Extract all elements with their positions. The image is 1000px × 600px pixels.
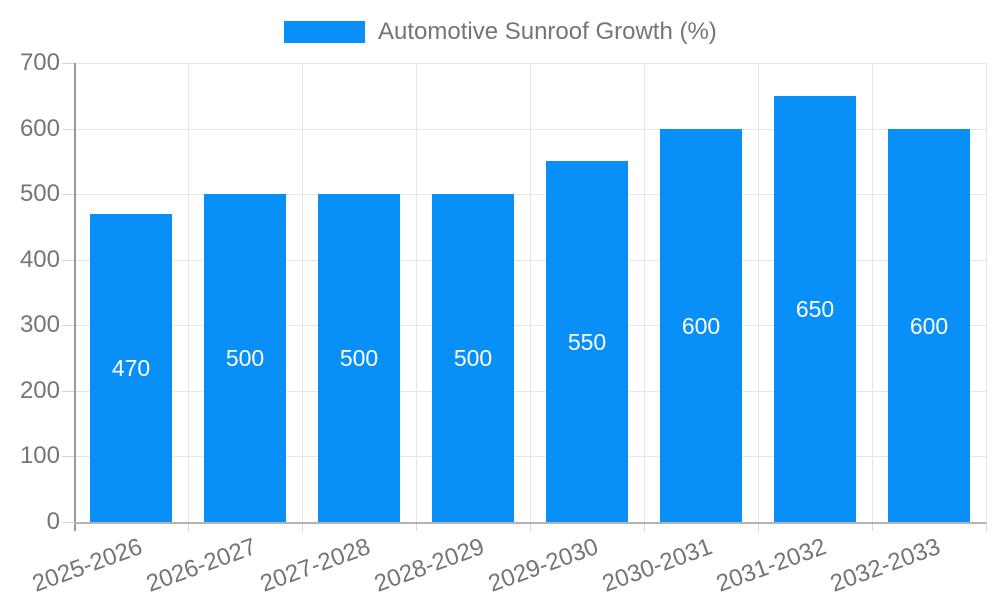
y-axis-tick-label: 500 [19,180,60,207]
y-axis-tick [62,194,74,195]
legend-swatch-icon [284,21,365,43]
bar-value-label: 500 [225,345,265,371]
bar-value-label: 470 [111,355,151,381]
bar-value-label: 500 [453,345,493,371]
y-axis-tick-label: 600 [19,115,60,142]
x-axis-tick-label: 2026-2027 [142,533,260,598]
bar[interactable] [888,129,970,522]
bar-value-label: 650 [795,296,835,322]
y-axis-tick-label: 0 [46,508,60,535]
y-axis-tick [62,456,74,457]
x-axis-tick-label: 2025-2026 [28,533,146,598]
gridline-vertical [188,63,189,522]
x-axis-tick [530,522,531,531]
bar-value-label: 550 [567,329,607,355]
bar[interactable] [204,194,286,522]
x-axis-tick-label: 2032-2033 [826,533,944,598]
legend-label: Automotive Sunroof Growth (%) [378,18,717,45]
x-axis-tick-label: 2029-2030 [484,533,602,598]
bar-value-label: 600 [681,313,721,339]
bar[interactable] [774,96,856,522]
x-axis-line [74,522,986,524]
gridline-vertical [872,63,873,522]
bar[interactable] [432,194,514,522]
x-axis-tick [188,522,189,531]
y-axis-tick [62,129,74,130]
y-axis-tick-label: 700 [19,49,60,76]
y-axis-tick-label: 300 [19,311,60,338]
gridline-vertical [302,63,303,522]
bar[interactable] [318,194,400,522]
x-axis-tick [302,522,303,531]
gridline-vertical [986,63,987,522]
y-axis-tick-label: 200 [19,377,60,404]
y-axis-tick [62,522,74,523]
gridline-vertical [530,63,531,522]
y-axis-line [74,63,76,531]
bar[interactable] [90,214,172,522]
x-axis-tick-label: 2027-2028 [256,533,374,598]
gridline-vertical [416,63,417,522]
y-axis-tick [62,260,74,261]
x-axis-tick [758,522,759,531]
y-axis-tick-label: 100 [19,442,60,469]
bar-value-label: 500 [339,345,379,371]
bar-value-label: 600 [909,313,949,339]
x-axis-tick [986,522,987,531]
legend[interactable]: Automotive Sunroof Growth (%) [284,18,717,46]
y-axis-tick [62,325,74,326]
x-axis-tick-label: 2031-2032 [712,533,830,598]
bar[interactable] [546,161,628,522]
x-axis-tick [872,522,873,531]
y-axis-tick-label: 400 [19,246,60,273]
x-axis-tick-label: 2030-2031 [598,533,716,598]
x-axis-tick [416,522,417,531]
gridline-vertical [644,63,645,522]
y-axis-tick [62,391,74,392]
y-axis-tick [62,63,74,64]
bar[interactable] [660,129,742,522]
x-axis-tick [644,522,645,531]
x-axis-tick-label: 2028-2029 [370,533,488,598]
gridline-vertical [758,63,759,522]
